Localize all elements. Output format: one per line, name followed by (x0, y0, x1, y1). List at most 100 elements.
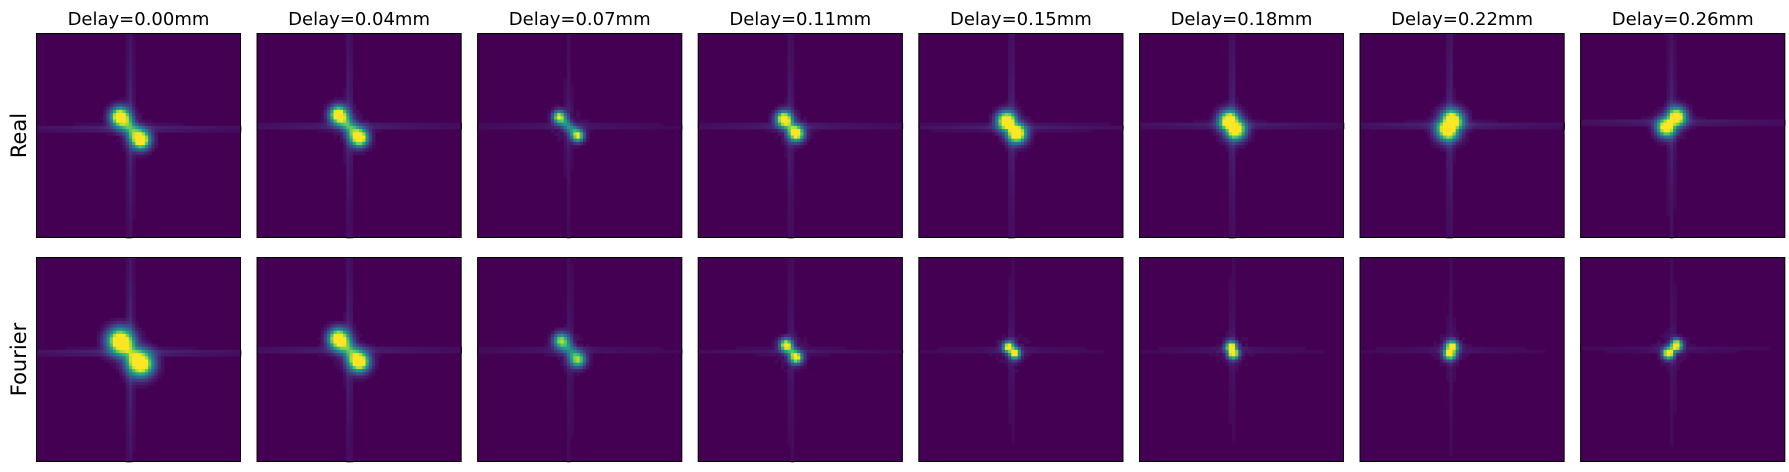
heatmap-cell (311, 125, 315, 130)
heatmap-cell (132, 353, 136, 357)
heatmap-cell (576, 141, 581, 146)
heatmap-cell (1669, 58, 1674, 63)
heatmap-cell (563, 151, 568, 156)
heatmap-cell (566, 68, 571, 72)
heatmap-cell (790, 45, 795, 50)
heatmap-cell (132, 119, 136, 124)
heatmap-cell (144, 343, 149, 348)
heatmap-cell (125, 394, 130, 399)
heatmap-cell (1647, 129, 1652, 133)
heatmap-cell (803, 359, 808, 364)
heatmap-cell (407, 349, 411, 354)
heatmap-cell (873, 349, 878, 354)
heatmap-cell (346, 81, 350, 85)
heatmap-cell (1017, 122, 1022, 127)
heatmap-cell (1011, 161, 1015, 165)
heatmap-cell (771, 119, 776, 124)
heatmap-cell (1452, 141, 1457, 146)
heatmap-cell (576, 369, 581, 373)
heatmap-cell (323, 119, 328, 124)
heatmap-cell (1676, 122, 1680, 127)
heatmap-cell (1024, 349, 1028, 354)
heatmap-cell (1068, 349, 1073, 354)
heatmap-cell (787, 330, 792, 335)
heatmap-cell (125, 164, 130, 168)
heatmap-cell (554, 346, 558, 351)
heatmap-cell (787, 337, 792, 341)
heatmap-cell (803, 135, 808, 140)
heatmap-cell (132, 327, 136, 332)
heatmap-cell (125, 154, 130, 159)
heatmap-cell (790, 116, 795, 120)
heatmap-cell (128, 388, 133, 392)
heatmap-cell (557, 125, 561, 130)
heatmap-cell (1212, 132, 1217, 136)
heatmap-cell (784, 109, 788, 114)
heatmap-cell (582, 129, 587, 133)
heatmap-cell (1008, 282, 1012, 287)
heatmap-cell (1231, 97, 1236, 101)
heatmap-cell (343, 148, 347, 152)
heatmap-cell (42, 349, 46, 354)
heatmap-cell (787, 260, 792, 264)
heatmap-cell (435, 349, 440, 354)
heatmap-cell (797, 109, 801, 114)
heatmap-cell (112, 113, 117, 117)
heatmap-cell (90, 353, 94, 357)
heatmap-cell (1187, 122, 1191, 127)
heatmap-cell (426, 346, 430, 351)
heatmap-cell (125, 337, 130, 341)
heatmap-cell (560, 330, 565, 335)
heatmap-cell (154, 135, 159, 140)
heatmap-cell (1056, 125, 1060, 130)
heatmap-cell (1222, 141, 1226, 146)
heatmap-cell (164, 346, 168, 351)
heatmap-cell (1014, 100, 1019, 104)
heatmap-cell (528, 122, 532, 127)
heatmap-cell (822, 346, 827, 351)
heatmap-cell (407, 122, 411, 127)
heatmap-cell (125, 442, 130, 447)
heatmap-cell (582, 132, 587, 136)
heatmap-cell (554, 327, 558, 332)
heatmap-cell (806, 129, 811, 133)
heatmap-cell (295, 349, 299, 354)
heatmap-cell (819, 349, 824, 354)
heatmap-cell (346, 369, 350, 373)
heatmap-cell (1244, 109, 1249, 114)
heatmap-cell (582, 122, 587, 127)
heatmap-cell (125, 269, 130, 274)
heatmap-cell (96, 346, 101, 351)
heatmap-cell (100, 327, 104, 332)
heatmap-cell (1215, 119, 1220, 124)
heatmap-cell (1398, 125, 1402, 130)
heatmap-cell (1215, 132, 1220, 136)
heatmap-cell (1669, 45, 1674, 50)
heatmap-cell (1462, 141, 1466, 146)
heatmap-cell (1225, 103, 1230, 108)
heatmap-cell (144, 141, 149, 146)
heatmap-cell (330, 113, 334, 117)
heatmap-cell (368, 135, 373, 140)
heatmap-cell (122, 343, 127, 348)
heatmap-cell (349, 346, 354, 351)
heatmap-cell (1321, 122, 1326, 127)
heatmap-cell (1449, 125, 1453, 130)
heatmap-cell (1267, 122, 1271, 127)
heatmap-cell (566, 33, 571, 37)
heatmap-cell (1436, 113, 1441, 117)
heatmap-cell (125, 308, 130, 312)
heatmap-cell (378, 346, 382, 351)
heatmap-cell (1075, 125, 1079, 130)
heatmap-cell (563, 97, 568, 101)
heatmap-cell (576, 337, 581, 341)
heatmap-cell (1238, 119, 1242, 124)
heatmap-cell (784, 353, 788, 357)
heatmap-cell (359, 346, 363, 351)
heatmap-cell (1231, 84, 1236, 88)
heatmap-cell (346, 221, 350, 226)
heatmap-cell (1004, 148, 1009, 152)
heatmap-cell (781, 109, 785, 114)
heatmap-cell (352, 125, 357, 130)
heatmap-cell (886, 125, 891, 130)
